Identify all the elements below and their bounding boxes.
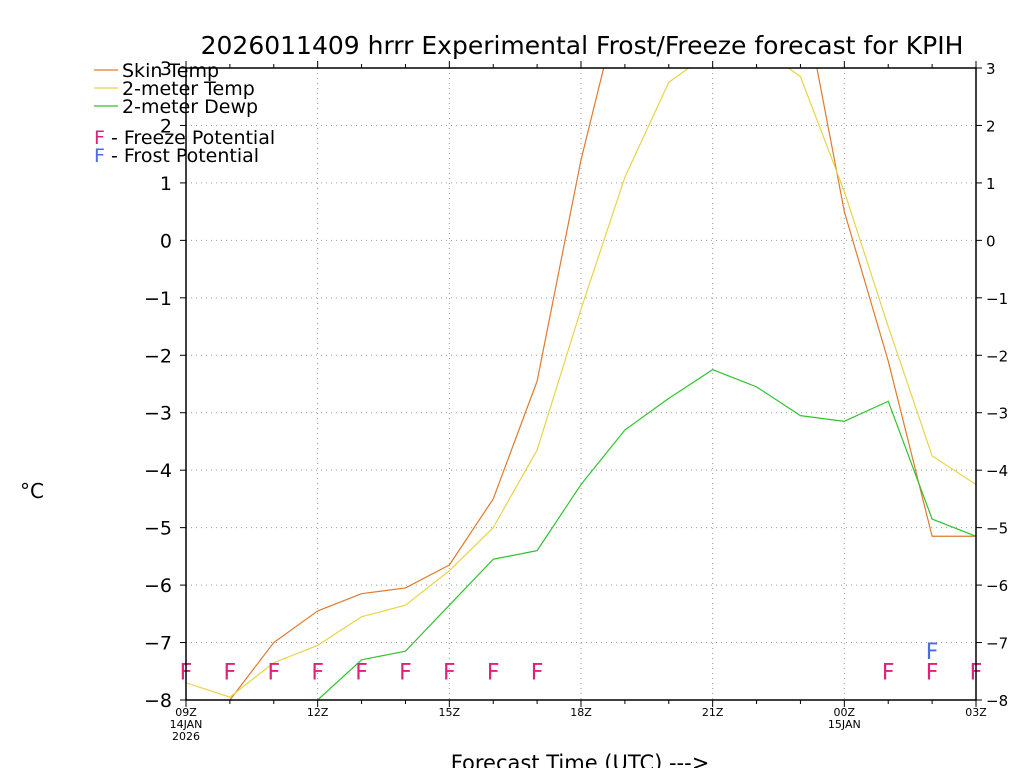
y-tick-label-right: −4 xyxy=(986,462,1008,480)
y-tick-label-right: −2 xyxy=(986,347,1008,365)
y-tick-label-right: −3 xyxy=(986,405,1008,423)
series-line-skin-temp xyxy=(229,68,976,700)
chart-title: 2026011409 hrrr Experimental Frost/Freez… xyxy=(201,31,964,60)
x-tick-label: 14JAN xyxy=(170,718,203,731)
frost-marker: F xyxy=(926,640,939,665)
x-tick-label: 12Z xyxy=(307,706,329,719)
freeze-marker: F xyxy=(926,660,939,685)
legend-freeze-label: F - Freeze Potential xyxy=(94,127,275,149)
x-tick-label: 15JAN xyxy=(828,718,861,731)
axes: −8 −8 −7 −7 −6 −6 −5 −5 −4 −4 −3 −3 −2 −2 −1 −1 0 0 1 1 2 2 3 3… xyxy=(144,58,1008,743)
y-tick-label-right: −5 xyxy=(986,520,1008,538)
y-tick-label-right: −7 xyxy=(986,635,1008,653)
x-tick-label: 2026 xyxy=(172,730,200,743)
y-tick-label-right: −8 xyxy=(986,692,1008,710)
x-tick-label: 09Z xyxy=(175,706,197,719)
freeze-marker: F xyxy=(311,660,324,685)
grid-lines xyxy=(186,68,976,700)
x-tick-label: 18Z xyxy=(570,706,592,719)
y-tick-label-right: 0 xyxy=(986,232,996,250)
freeze-marker: F xyxy=(224,660,237,685)
x-tick-label: 00Z xyxy=(834,706,856,719)
y-tick-label: 0 xyxy=(160,230,172,252)
y-tick-label: −7 xyxy=(144,633,172,655)
y-tick-label: 2 xyxy=(160,115,172,137)
x-tick-label: 21Z xyxy=(702,706,724,719)
y-tick-label-right: −6 xyxy=(986,577,1008,595)
freeze-marker: F xyxy=(399,660,412,685)
x-axis-label: Forecast Time (UTC) ---> xyxy=(451,751,710,768)
y-tick-label: −4 xyxy=(144,460,172,482)
y-tick-label-right: 1 xyxy=(986,175,996,193)
series-lines xyxy=(186,68,976,700)
legend-label: 2-meter Dewp xyxy=(122,96,258,118)
freeze-marker: F xyxy=(443,660,456,685)
y-tick-label: −8 xyxy=(144,690,172,712)
freeze-marker: F xyxy=(882,660,895,685)
y-tick-label: −5 xyxy=(144,518,172,540)
y-tick-label: 1 xyxy=(160,173,172,195)
x-tick-label: 15Z xyxy=(439,706,461,719)
series-line-2-meter-temp xyxy=(186,68,976,698)
y-tick-label: −2 xyxy=(144,345,172,367)
freeze-marker: F xyxy=(267,660,280,685)
legend-label: Skin Temp xyxy=(122,60,219,82)
freeze-marker: F xyxy=(487,660,500,685)
y-axis-label: °C xyxy=(20,479,44,503)
freeze-marker: F xyxy=(355,660,368,685)
y-tick-label-right: 2 xyxy=(986,117,996,135)
y-tick-label: 3 xyxy=(160,58,172,80)
legend-label: 2-meter Temp xyxy=(122,78,255,100)
series-line-2-meter-dewp xyxy=(317,369,976,700)
freeze-marker: F xyxy=(531,660,544,685)
legend-frost-label: F - Frost Potential xyxy=(94,145,259,167)
x-tick-label: 03Z xyxy=(965,706,987,719)
y-tick-label: −6 xyxy=(144,575,172,597)
frost-freeze-markers: F F F F F F F F F F F FF xyxy=(180,640,983,685)
y-tick-label: −3 xyxy=(144,403,172,425)
y-tick-label: −1 xyxy=(144,288,172,310)
y-tick-label-right: 3 xyxy=(986,60,996,78)
y-tick-label-right: −1 xyxy=(986,290,1008,308)
